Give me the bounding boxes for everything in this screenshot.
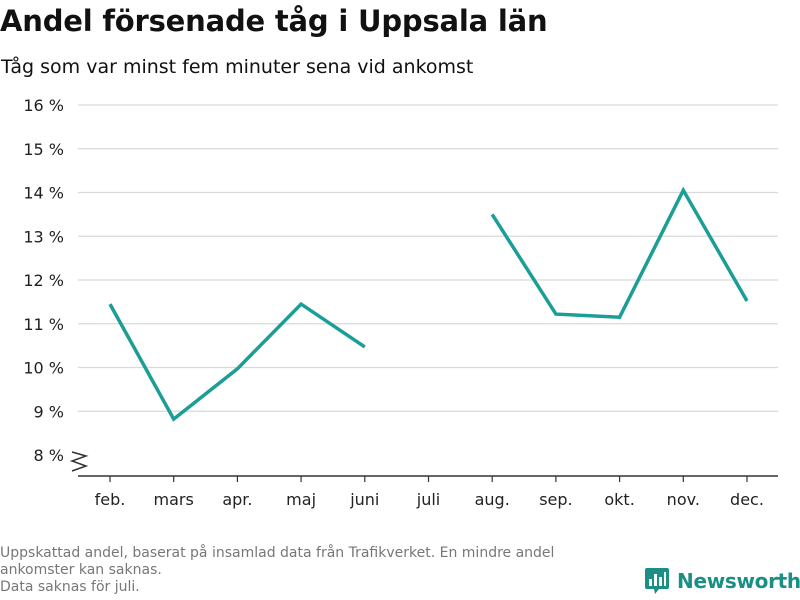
x-tick-label: okt. <box>604 490 634 509</box>
brand-logo: Newsworthy <box>645 568 800 594</box>
x-tick-label: apr. <box>222 490 252 509</box>
x-tick-label: maj <box>286 490 316 509</box>
x-tick-label: dec. <box>730 490 764 509</box>
bar-chart-icon <box>645 568 669 594</box>
x-tick-label: nov. <box>667 490 700 509</box>
axis-break-icon <box>69 451 89 472</box>
y-tick-label: 15 % <box>23 140 64 159</box>
y-tick-label: 14 % <box>23 184 64 203</box>
y-tick-label: 10 % <box>23 359 64 378</box>
chart-subtitle: Tåg som var minst fem minuter sena vid a… <box>1 56 474 78</box>
series-line-segment <box>490 186 749 320</box>
x-tick-label: aug. <box>475 490 510 509</box>
x-tick-label: sep. <box>539 490 572 509</box>
brand-name: Newsworthy <box>677 569 800 593</box>
series-line-segment <box>108 301 366 422</box>
y-tick-label: 16 % <box>23 96 64 115</box>
chart-title: Andel försenade tåg i Uppsala län <box>0 4 548 38</box>
footnote-line: Uppskattad andel, baserat på insamlad da… <box>0 545 555 561</box>
footnote-line: ankomster kan saknas. <box>0 562 162 578</box>
x-tick-label: mars <box>154 490 194 509</box>
x-tick-label: feb. <box>95 490 126 509</box>
y-tick-label: 9 % <box>34 402 64 421</box>
x-tick-label: juli <box>416 490 440 509</box>
y-tick-label: 13 % <box>23 227 64 246</box>
footnote-line: Data saknas för juli. <box>0 579 140 595</box>
footnote: Uppskattad andel, baserat på insamlad da… <box>0 545 640 596</box>
y-tick-label: 11 % <box>23 315 64 334</box>
x-tick-label: juni <box>349 490 379 509</box>
y-tick-label: 12 % <box>23 271 64 290</box>
line-chart: 8 % 9 % 10 % 11 % 12 % 13 % 14 % 15 % 16 % feb. ma… <box>23 96 778 509</box>
y-tick-label: 8 % <box>34 446 64 465</box>
